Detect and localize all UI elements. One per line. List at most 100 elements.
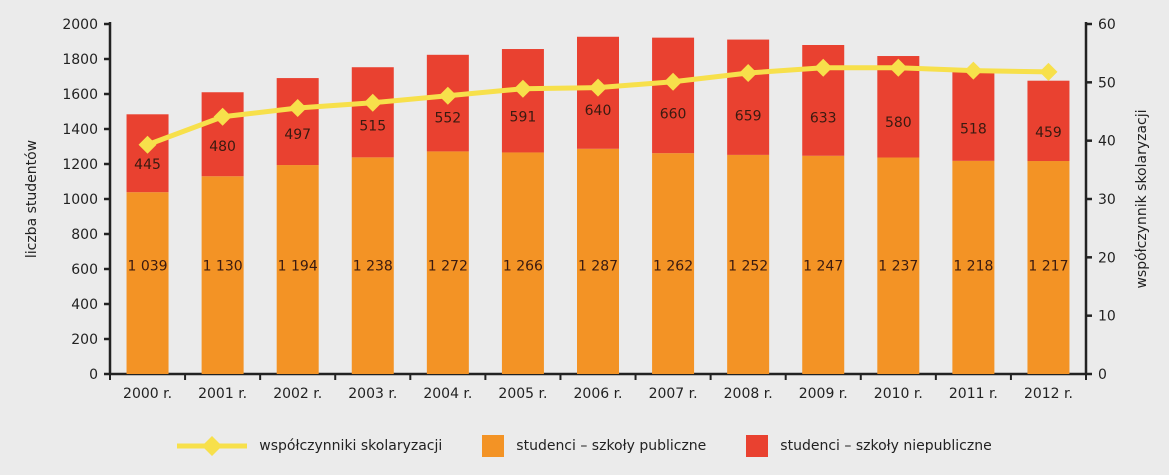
left-tick-label: 0 (89, 367, 98, 383)
left-tick-label: 1000 (62, 192, 98, 208)
line-marker (664, 72, 683, 91)
data-label-public: 1 247 (803, 259, 843, 275)
x-tick-label: 2008 r. (724, 386, 773, 402)
data-label-public: 1 217 (1028, 259, 1068, 275)
data-label-private: 552 (434, 110, 461, 126)
line-marker (889, 58, 908, 77)
data-label-private: 518 (960, 122, 987, 138)
bar-private (501, 49, 544, 153)
bar-public (126, 192, 169, 374)
left-tick-label: 200 (71, 332, 98, 348)
data-label-public: 1 252 (728, 259, 768, 275)
line-marker (739, 64, 758, 82)
left-tick-label: 1600 (62, 87, 98, 103)
x-tick-label: 2012 r. (1024, 386, 1073, 402)
x-tick-label: 2010 r. (874, 386, 923, 402)
data-label-public: 1 266 (503, 259, 543, 275)
legend-label-public: studenci – szkoły publiczne (516, 438, 707, 454)
x-tick-label: 2007 r. (649, 386, 698, 402)
line-marker (213, 107, 232, 126)
data-label-public: 1 262 (653, 259, 693, 275)
data-label-private: 480 (209, 139, 236, 155)
bar-private (276, 78, 319, 166)
left-tick-label: 400 (71, 297, 98, 313)
data-label-private: 445 (134, 157, 161, 173)
bar-public (727, 154, 770, 374)
data-label-public: 1 237 (878, 259, 918, 275)
legend-item-private: studenci – szkoły niepubliczne (746, 434, 992, 458)
bar-public (351, 157, 394, 374)
bar-public (877, 157, 920, 374)
x-tick-label: 2001 r. (198, 386, 247, 402)
x-tick-label: 2006 r. (574, 386, 623, 402)
bar-public (426, 151, 469, 374)
line-marker (814, 58, 833, 77)
data-label-private: 459 (1035, 125, 1062, 141)
data-label-private: 580 (885, 115, 912, 131)
line-marker (513, 79, 532, 98)
legend-item-line: współczynniki skolaryzacji (177, 434, 442, 458)
bar-private (727, 39, 770, 155)
data-label-private: 640 (585, 103, 612, 119)
data-label-private: 515 (359, 118, 386, 134)
legend: współczynniki skolaryzacji studenci – sz… (0, 434, 1169, 458)
legend-label-line: współczynniki skolaryzacji (259, 438, 443, 454)
x-tick-label: 2002 r. (273, 386, 322, 402)
left-tick-label: 1400 (62, 122, 98, 138)
legend-swatch-private (746, 435, 769, 457)
data-label-public: 1 287 (578, 259, 618, 275)
left-tick-label: 800 (71, 227, 98, 243)
legend-item-public: studenci – szkoły publiczne (482, 434, 706, 458)
bar-public (1027, 161, 1070, 374)
left-tick-label: 1200 (62, 157, 98, 173)
line-marker (1039, 62, 1058, 81)
data-label-public: 1 194 (278, 259, 318, 275)
bar-private (652, 37, 695, 154)
data-label-private: 497 (284, 127, 311, 143)
bar-public (652, 153, 695, 374)
left-tick-label: 2000 (62, 17, 98, 33)
bar-public (201, 176, 244, 374)
right-tick-label: 0 (1098, 367, 1107, 383)
data-label-private: 633 (810, 111, 837, 127)
right-tick-label: 30 (1098, 192, 1116, 208)
right-tick-label: 40 (1098, 134, 1116, 150)
line-marker (438, 86, 457, 105)
left-tick-label: 600 (71, 262, 98, 278)
data-label-private: 591 (510, 109, 537, 125)
bar-private (201, 92, 244, 177)
bar-private (351, 67, 394, 158)
data-label-public: 1 272 (428, 259, 468, 275)
bar-public (802, 155, 845, 374)
bar-private (1027, 80, 1070, 162)
chart-svg: 0 200 400 600 800 1000 1200 1400 1600 1800 2000 0 10… (24, 17, 1150, 402)
line-marker (589, 78, 607, 97)
y-axis-right-title: współczynnik skolaryzacji (1134, 109, 1150, 288)
x-tick-label: 2003 r. (348, 386, 397, 402)
bar-public (501, 152, 544, 374)
right-tick-label: 20 (1098, 250, 1116, 266)
x-tick-label: 2004 r. (423, 386, 472, 402)
data-label-public: 1 218 (953, 259, 993, 275)
data-label-private: 660 (660, 107, 687, 123)
line-marker (138, 135, 157, 154)
data-label-public: 1 130 (203, 259, 243, 275)
left-tick-label: 1800 (62, 52, 98, 68)
bar-public (952, 160, 995, 374)
right-tick-label: 60 (1098, 17, 1116, 33)
x-tick-label: 2009 r. (799, 386, 848, 402)
line-marker (964, 61, 983, 80)
data-label-public: 1 238 (353, 259, 393, 275)
bar-private (952, 70, 995, 161)
legend-line-diamond-icon (177, 436, 248, 456)
x-tick-label: 2011 r. (949, 386, 998, 402)
x-tick-label: 2005 r. (498, 386, 547, 402)
x-tick-label: 2000 r. (123, 386, 172, 402)
data-label-public: 1 039 (127, 259, 167, 275)
line-marker (288, 99, 307, 117)
y-axis-title: liczba studentów (24, 140, 40, 258)
bar-public (276, 165, 319, 374)
data-label-private: 659 (735, 108, 762, 124)
legend-swatch-public (482, 435, 505, 457)
